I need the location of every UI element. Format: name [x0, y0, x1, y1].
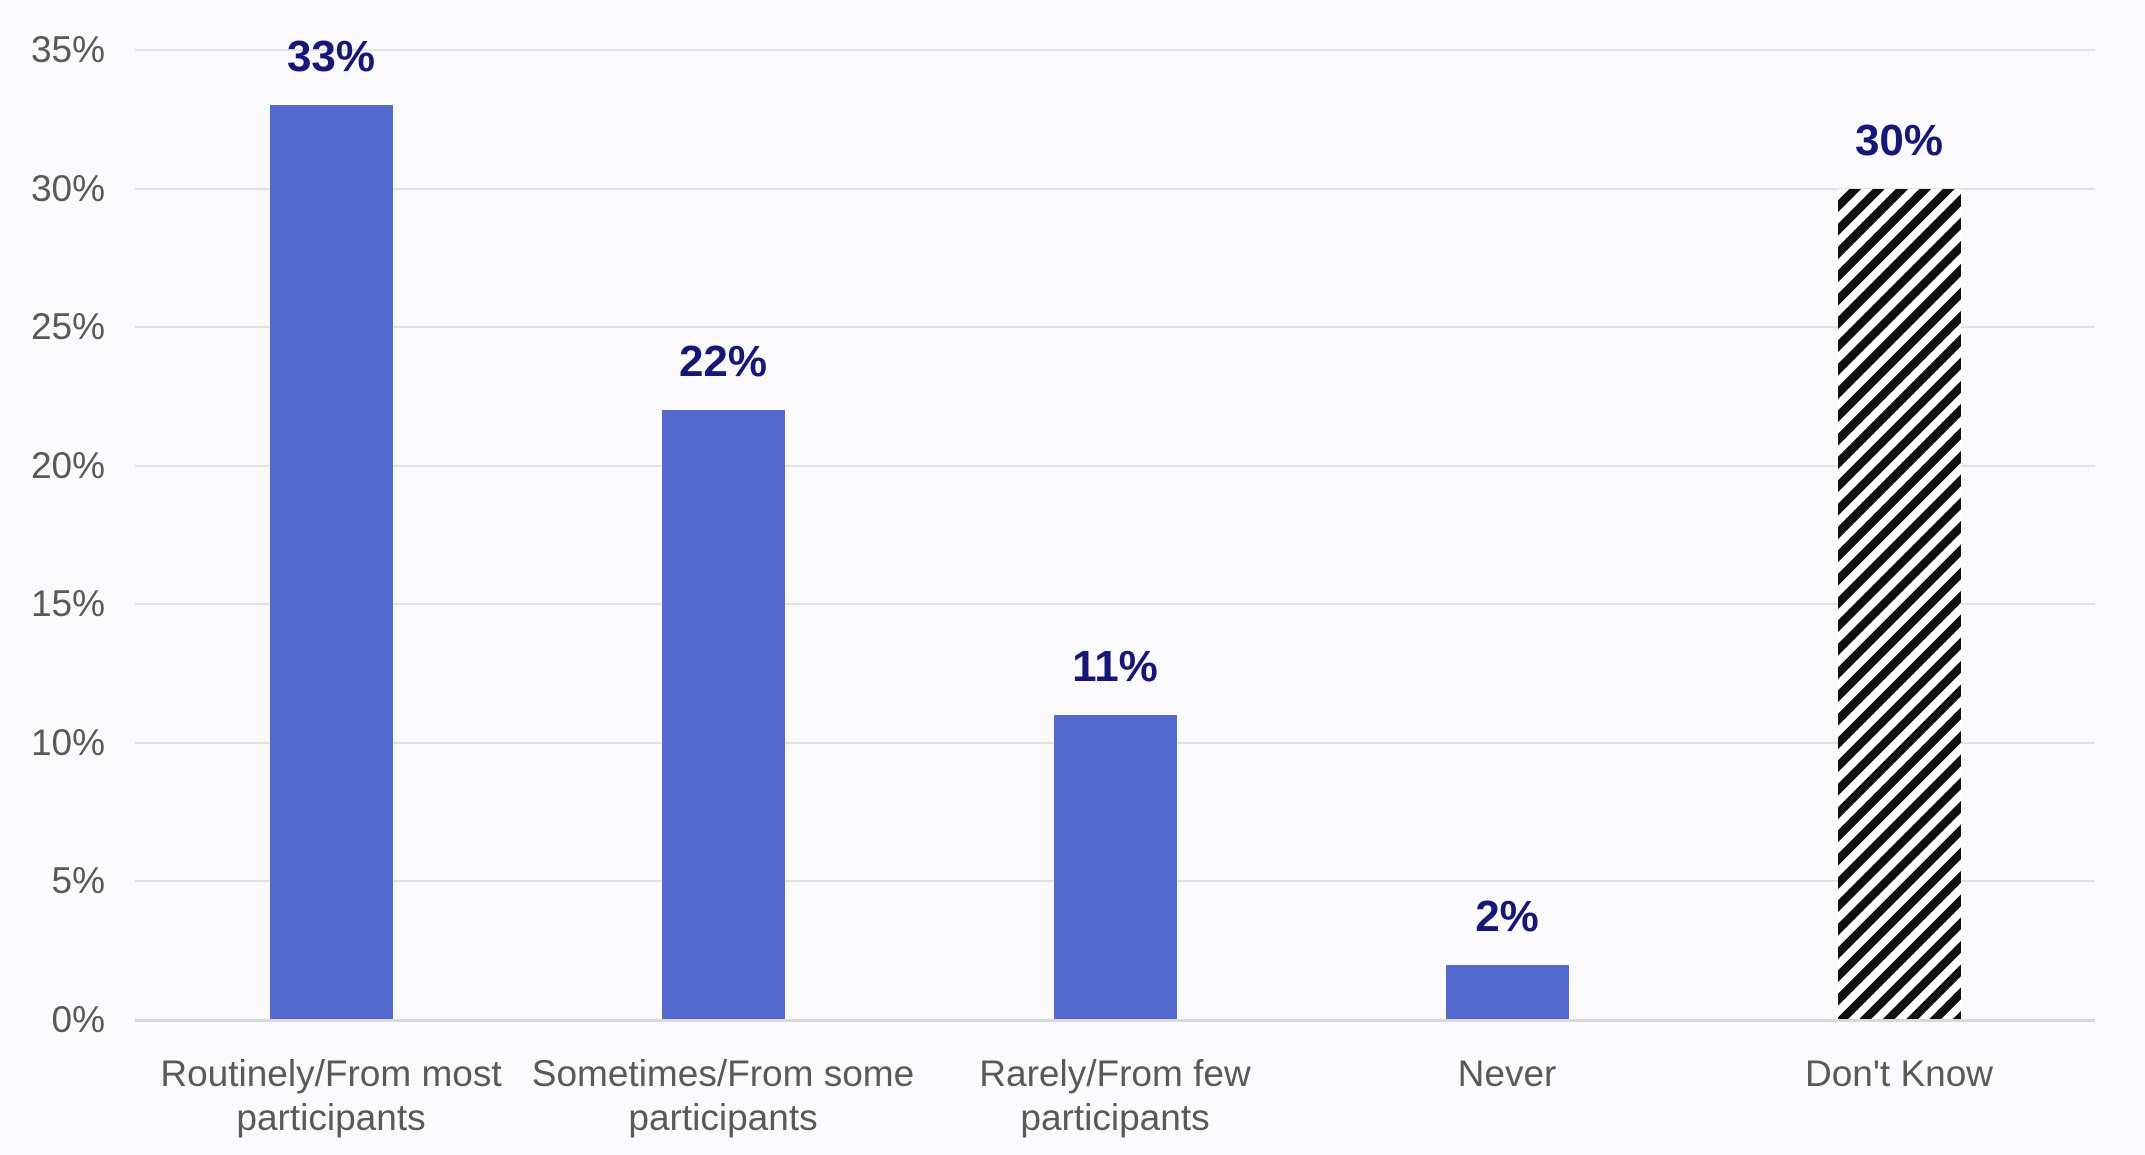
y-tick-label: 10% — [30, 721, 105, 763]
bar-sometimes-from-some-participants — [661, 410, 785, 1020]
y-tick-label: 5% — [51, 860, 105, 902]
y-tick-label: 35% — [30, 29, 105, 70]
bar-value-label: 2% — [1475, 891, 1539, 941]
y-tick-label: 15% — [30, 583, 105, 625]
bar-value-label: 11% — [1072, 642, 1158, 692]
y-gridline — [135, 464, 2095, 467]
bar-value-label: 22% — [678, 337, 768, 387]
bar-don-t-know — [1837, 188, 1961, 1020]
y-tick-label: 0% — [51, 999, 105, 1040]
y-gridline — [135, 187, 2095, 190]
y-tick-label: 30% — [30, 167, 105, 209]
bar-routinely-from-most-participants — [269, 105, 393, 1020]
x-category-label: Sometimes/From some participants — [531, 1053, 915, 1138]
y-tick-label: 25% — [30, 306, 105, 348]
x-axis-baseline — [135, 1019, 2095, 1022]
y-gridline — [135, 603, 2095, 606]
x-category-label: Routinely/From most participants — [160, 1053, 502, 1138]
bar-value-label: 30% — [1854, 115, 1944, 165]
bar-rarely-from-few-participants — [1053, 715, 1177, 1020]
x-category-label: Don't Know — [1804, 1053, 1994, 1094]
bar-never — [1445, 964, 1569, 1020]
bar-value-label: 33% — [286, 32, 376, 82]
y-gridline — [135, 326, 2095, 329]
x-category-label: Rarely/From few participants — [979, 1053, 1251, 1138]
y-tick-label: 20% — [30, 444, 105, 486]
y-gridline — [135, 49, 2095, 51]
x-category-label: Never — [1457, 1053, 1557, 1094]
